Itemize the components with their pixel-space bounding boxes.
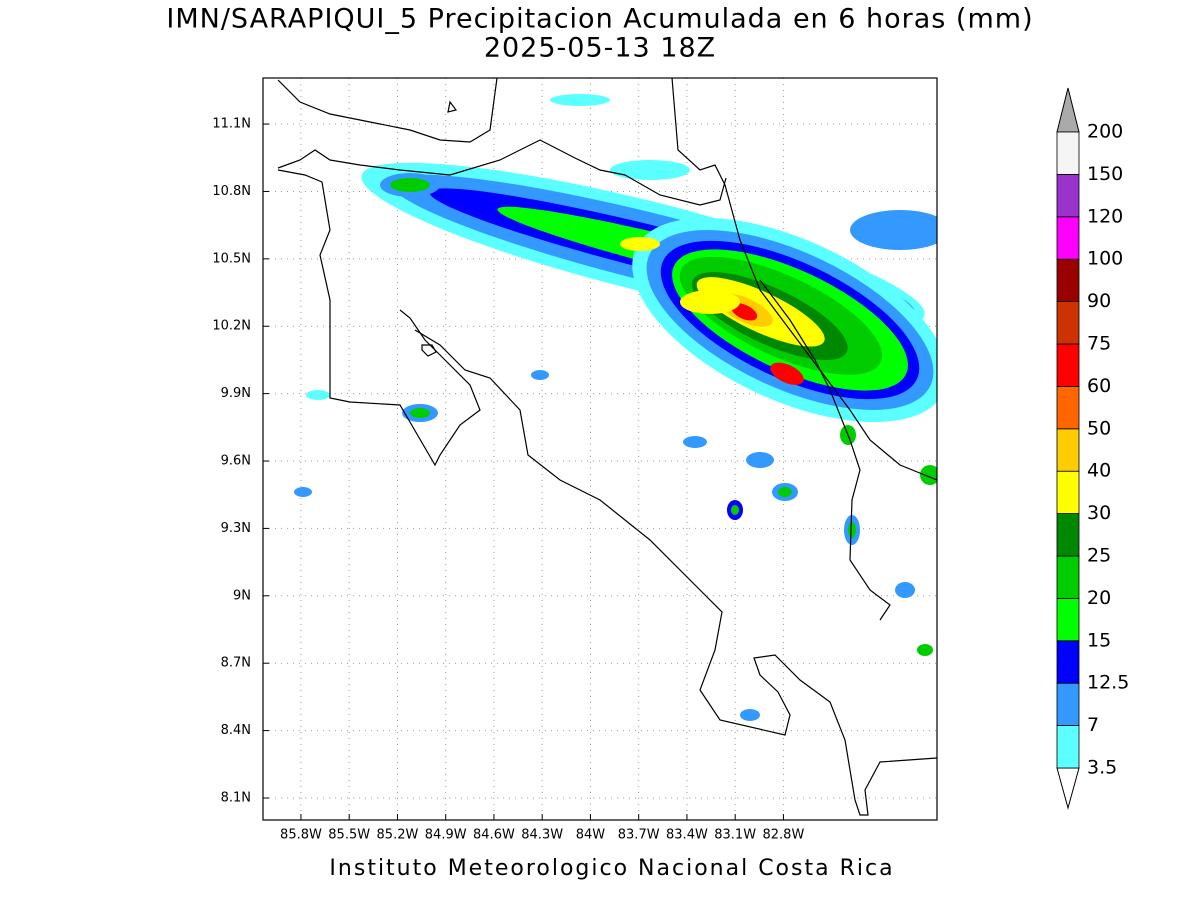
y-tick-label: 9.9N: [221, 386, 251, 401]
x-tick-label: 84.9W: [425, 828, 467, 843]
x-tick-label: 84.6W: [473, 828, 515, 843]
colorbar-label: 90: [1087, 290, 1111, 312]
y-tick-label: 10.8N: [212, 184, 251, 199]
x-tick-label: 85.2W: [377, 828, 419, 843]
colorbar-over: [1056, 87, 1080, 133]
x-tick-label: 85.5W: [328, 828, 370, 843]
title: IMN/SARAPIQUI_5 Precipitacion Acumulada …: [166, 4, 1033, 35]
x-tick-label: 83.7W: [618, 828, 660, 843]
colorbar-swatch: [1056, 428, 1080, 472]
credit: Instituto Meteorologico Nacional Costa R…: [329, 856, 894, 881]
y-tick-label: 11.1N: [212, 117, 251, 132]
colorbar-label: 25: [1087, 545, 1111, 567]
axis-ticks: 85.8W 85.5W 85.2W 84.9W 84.6W 84.3W 84W 83.7W 83…: [212, 117, 804, 843]
colorbar-label: 75: [1087, 333, 1111, 355]
colorbar-swatch: [1056, 555, 1080, 599]
y-tick-label: 8.4N: [221, 723, 251, 738]
coastlines: [277, 78, 937, 816]
x-tick-label: 84W: [576, 828, 606, 843]
colorbar-label: 200: [1087, 121, 1123, 143]
x-tick-label: 82.8W: [763, 828, 805, 843]
colorbar-swatch: [1056, 682, 1080, 727]
colorbar-swatch: [1056, 216, 1080, 260]
colorbar-label: 60: [1087, 375, 1111, 397]
colorbar-label: 20: [1087, 587, 1111, 609]
colorbar-swatch: [1056, 131, 1080, 175]
colorbar-swatch: [1056, 470, 1080, 515]
colorbar-label: 30: [1087, 502, 1111, 524]
precipitation: [294, 94, 937, 721]
y-tick-label: 10.5N: [212, 251, 251, 266]
colorbar-swatch: [1056, 598, 1080, 642]
colorbar-swatch: [1056, 343, 1080, 387]
colorbar: 3.5 7 12.5 15 20 25 30 40 50 60 75 90 100 120 150 200: [1056, 87, 1129, 810]
colorbar-swatch: [1056, 258, 1080, 303]
colorbar-swatch: [1056, 640, 1080, 684]
colorbar-label: 12.5: [1087, 672, 1129, 694]
y-tick-label: 9.3N: [221, 521, 251, 536]
colorbar-label: 7: [1087, 714, 1099, 736]
colorbar-label: 3.5: [1087, 757, 1117, 779]
x-tick-label: 83.4W: [666, 828, 708, 843]
colorbar-label: 40: [1087, 460, 1111, 482]
colorbar-swatch: [1056, 385, 1080, 430]
y-tick-label: 8.1N: [221, 790, 251, 805]
y-tick-label: 10.2N: [212, 319, 251, 334]
x-tick-label: 85.8W: [280, 828, 322, 843]
colorbar-swatch: [1056, 513, 1080, 557]
colorbar-label: 120: [1087, 205, 1123, 227]
colorbar-swatch: [1056, 725, 1080, 769]
colorbar-label: 50: [1087, 417, 1111, 439]
y-tick-label: 8.7N: [221, 656, 251, 671]
x-tick-label: 84.3W: [521, 828, 563, 843]
colorbar-under: [1056, 767, 1080, 810]
colorbar-label: 100: [1087, 248, 1123, 270]
colorbar-label: 15: [1087, 629, 1111, 651]
grid: [263, 78, 937, 820]
colorbar-label: 150: [1087, 163, 1123, 185]
map-frame: [262, 77, 938, 821]
x-tick-label: 83.1W: [714, 828, 756, 843]
subtitle: 2025-05-13 18Z: [484, 33, 716, 64]
y-tick-label: 9N: [233, 588, 251, 603]
y-tick-label: 9.6N: [221, 454, 251, 469]
colorbar-swatch: [1056, 173, 1080, 218]
colorbar-swatch: [1056, 301, 1080, 345]
